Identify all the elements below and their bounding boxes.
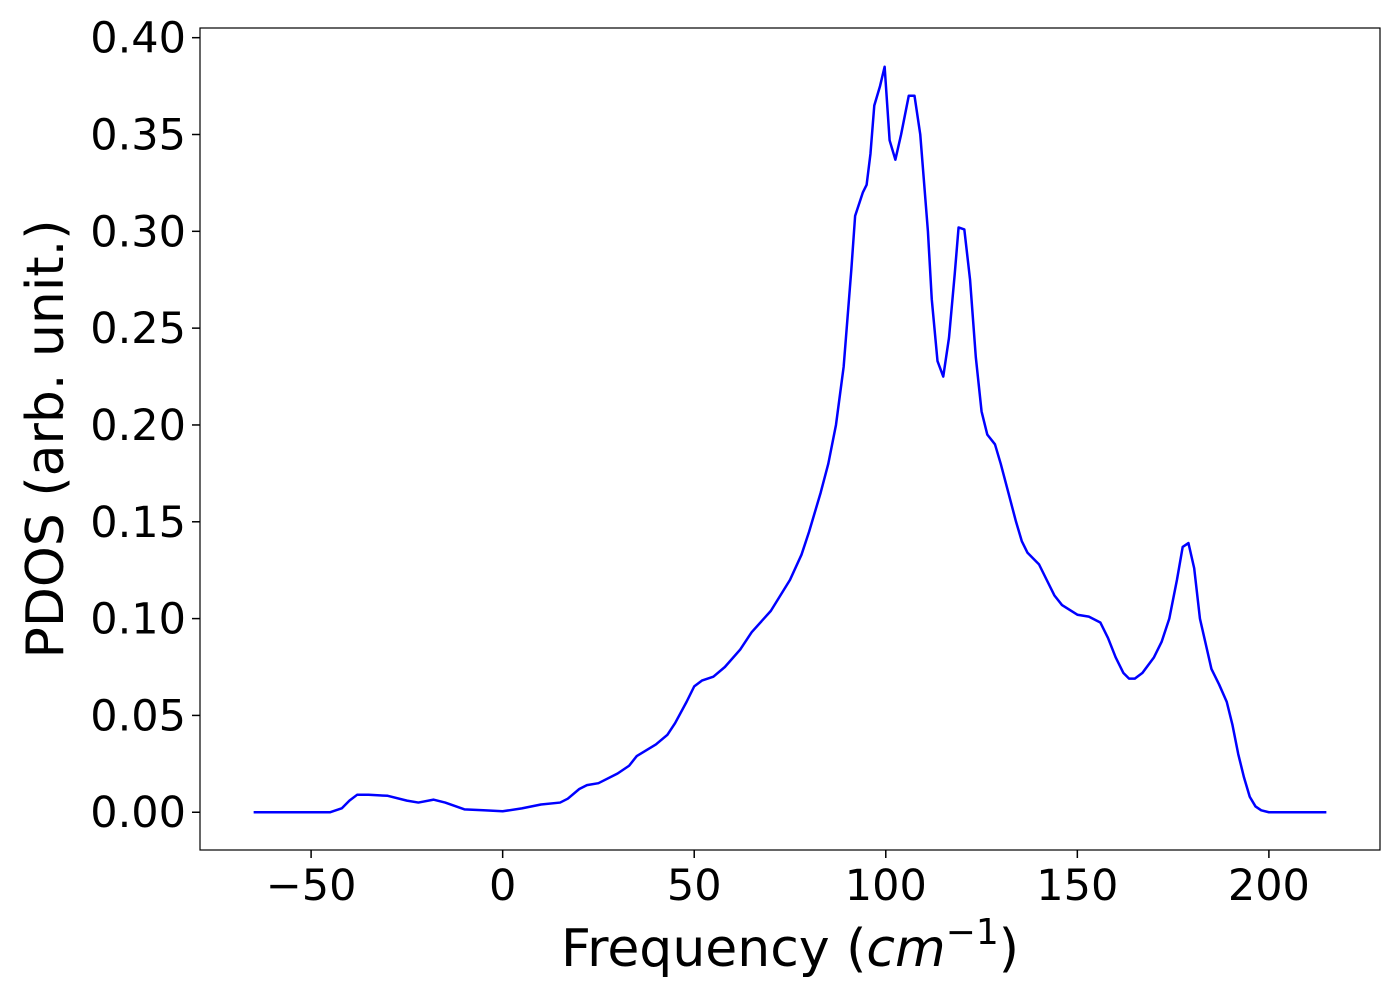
y-tick-label: 0.20 [90, 401, 186, 451]
plot-frame [199, 27, 1381, 851]
x-axis-label: Frequency (cm−1) [561, 912, 1019, 979]
x-label-exponent: −1 [946, 912, 999, 953]
x-tick-label: 150 [1036, 861, 1118, 911]
y-tick-label: 0.30 [90, 207, 186, 257]
y-tick-label: 0.10 [90, 595, 186, 645]
line [253, 65, 1327, 814]
y-axis-label: PDOS (arb. unit.) [16, 219, 76, 658]
y-tick-label: 0.25 [90, 304, 186, 354]
y-tick-label: 0.15 [90, 498, 186, 548]
x-tick-label: 100 [845, 861, 927, 911]
x-tick-label: −50 [266, 861, 357, 911]
x-label-text: Frequency ( [561, 919, 866, 979]
x-label-unit: cm [866, 919, 945, 979]
x-tick-label: 0 [489, 861, 516, 911]
y-tick-label: 0.05 [90, 691, 186, 741]
x-label-close: ) [999, 919, 1019, 979]
x-tick-label: 50 [667, 861, 722, 911]
y-tick-label: 0.35 [90, 111, 186, 161]
y-tick-label: 0.00 [90, 788, 186, 838]
y-tick-label: 0.40 [90, 14, 186, 64]
x-tick-label: 200 [1228, 861, 1310, 911]
